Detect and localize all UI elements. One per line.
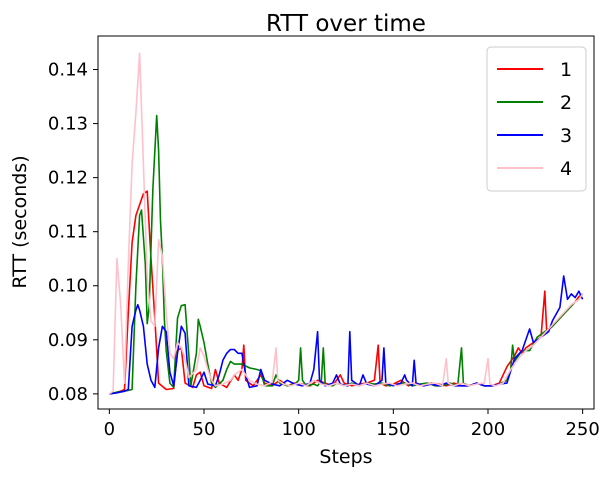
chart-title: RTT over time [266, 11, 426, 37]
legend: 1 2 3 4 [486, 46, 587, 192]
y-tick-label: 0.13 [48, 114, 88, 135]
x-axis-ticks: 0 50 100 150 200 250 [104, 409, 600, 440]
x-tick-label: 150 [376, 419, 410, 440]
legend-label-1: 1 [560, 59, 572, 81]
y-tick-label: 0.14 [48, 60, 88, 81]
x-tick-label: 50 [193, 419, 216, 440]
x-tick-label: 0 [104, 419, 115, 440]
legend-label-2: 2 [560, 92, 572, 114]
x-axis-label: Steps [319, 446, 372, 468]
x-tick-label: 200 [471, 419, 505, 440]
y-tick-label: 0.12 [48, 168, 88, 189]
y-tick-label: 0.08 [48, 384, 88, 405]
legend-label-4: 4 [560, 158, 572, 180]
y-tick-label: 0.11 [48, 222, 88, 243]
y-axis-label: RTT (seconds) [9, 155, 31, 288]
plot-frame [97, 35, 595, 410]
x-tick-label: 100 [281, 419, 315, 440]
y-tick-label: 0.09 [48, 330, 88, 351]
series-lines [108, 52, 584, 395]
y-tick-label: 0.10 [48, 276, 88, 297]
series-line-4 [108, 52, 584, 395]
legend-box [486, 46, 587, 192]
series-line-3 [109, 275, 584, 395]
y-axis-ticks: 0.08 0.09 0.10 0.11 0.12 0.13 0.14 [48, 60, 98, 405]
x-tick-label: 250 [565, 419, 599, 440]
legend-label-3: 3 [560, 125, 572, 147]
